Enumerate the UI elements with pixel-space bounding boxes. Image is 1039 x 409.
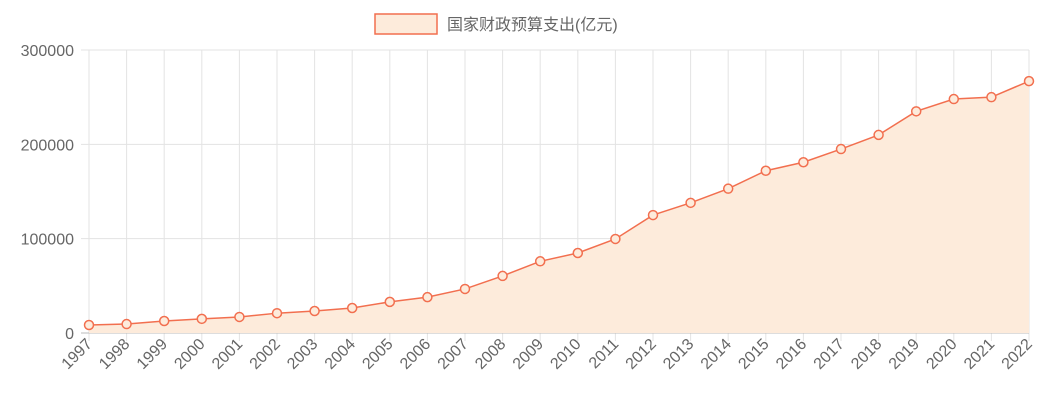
point [534,256,546,267]
x-tick-group: 1999 [134,336,171,373]
x-tick-label: 2016 [773,336,810,373]
x-tick-label: 2017 [811,336,848,373]
x-tick-label: 2008 [472,336,509,373]
line [88,80,1030,326]
x-tick-group: 2006 [397,336,434,373]
area [89,81,1029,333]
point [459,283,471,295]
point [196,313,208,325]
point [497,270,508,282]
x-tick-group: 2002 [247,336,284,373]
x-tick-label: 2021 [961,336,998,373]
x-tick-group: 2010 [547,336,584,373]
x-tick-group: 2003 [284,336,321,373]
point [685,197,696,209]
x-tick-group: 2012 [623,336,660,373]
x-tick-group: 2017 [811,336,848,373]
x-tick-group: 2020 [923,336,960,373]
point [647,209,659,221]
point [760,165,772,176]
x-tick-label: 2002 [247,336,284,373]
x-tick-group: 2019 [886,336,923,373]
point [158,315,170,327]
x-tick-label: 2001 [209,336,246,373]
x-tick-group: 2016 [773,336,810,373]
point [835,143,847,155]
point [722,183,734,194]
point [798,157,809,168]
x-tick-label: 2005 [359,336,396,373]
point [422,291,433,303]
y-tick-label: 200000 [21,137,74,154]
x-tick-group: 2000 [171,336,208,373]
x-tick-group: 2009 [510,336,547,373]
x-tick-label: 2014 [698,336,735,373]
x-tick-group: 2021 [961,336,998,373]
y-tick-label: 100000 [21,232,74,249]
x-tick-label: 2022 [999,336,1036,373]
point [948,93,960,105]
x-tick-label: 2018 [848,336,885,373]
x-tick-group: 2018 [848,336,885,373]
point [346,302,358,314]
x-tick-group: 2015 [735,336,772,373]
y-tick-label: 300000 [21,43,74,60]
point [986,91,997,103]
x-tick-label: 2009 [510,336,547,373]
x-tick-label: 2015 [735,336,772,373]
x-tick-group: 2011 [586,336,622,372]
legend-swatch [374,13,438,35]
x-tick-label: 2011 [586,336,622,372]
x-tick-group: 2005 [359,336,396,373]
x-tick-group: 2001 [209,336,246,373]
x-tick-label: 2013 [660,336,697,373]
point [121,318,132,330]
x-tick-label: 2019 [886,336,923,373]
x-tick-label: 2020 [923,336,960,373]
x-tick-group: 2004 [322,336,359,373]
x-tick-group: 2007 [435,336,472,373]
x-tick-group: 2014 [698,336,735,373]
x-tick-group: 2008 [472,336,509,373]
point [910,106,922,117]
point [234,311,245,323]
point [1023,75,1035,87]
legend-label: 国家财政预算支出(亿元) [447,15,618,34]
x-tick-group: 2013 [660,336,697,373]
point [309,305,320,317]
y-tick-label: 0 [65,326,74,343]
point [610,233,621,245]
x-tick-label: 2004 [322,336,359,373]
point [83,319,95,331]
x-tick-group: 1998 [96,336,133,373]
point [873,129,884,141]
x-tick-label: 1999 [134,336,171,373]
x-tick-label: 1998 [96,336,133,373]
point [271,307,283,319]
point [384,296,396,308]
x-tick-label: 2010 [547,336,584,373]
point [572,247,584,259]
x-tick-label: 2012 [623,336,660,373]
x-tick-label: 2006 [397,336,434,373]
x-tick-label: 2007 [435,336,472,373]
x-tick-label: 2000 [171,336,208,373]
x-tick-group: 2022 [999,336,1036,373]
x-tick-label: 2003 [284,336,321,373]
